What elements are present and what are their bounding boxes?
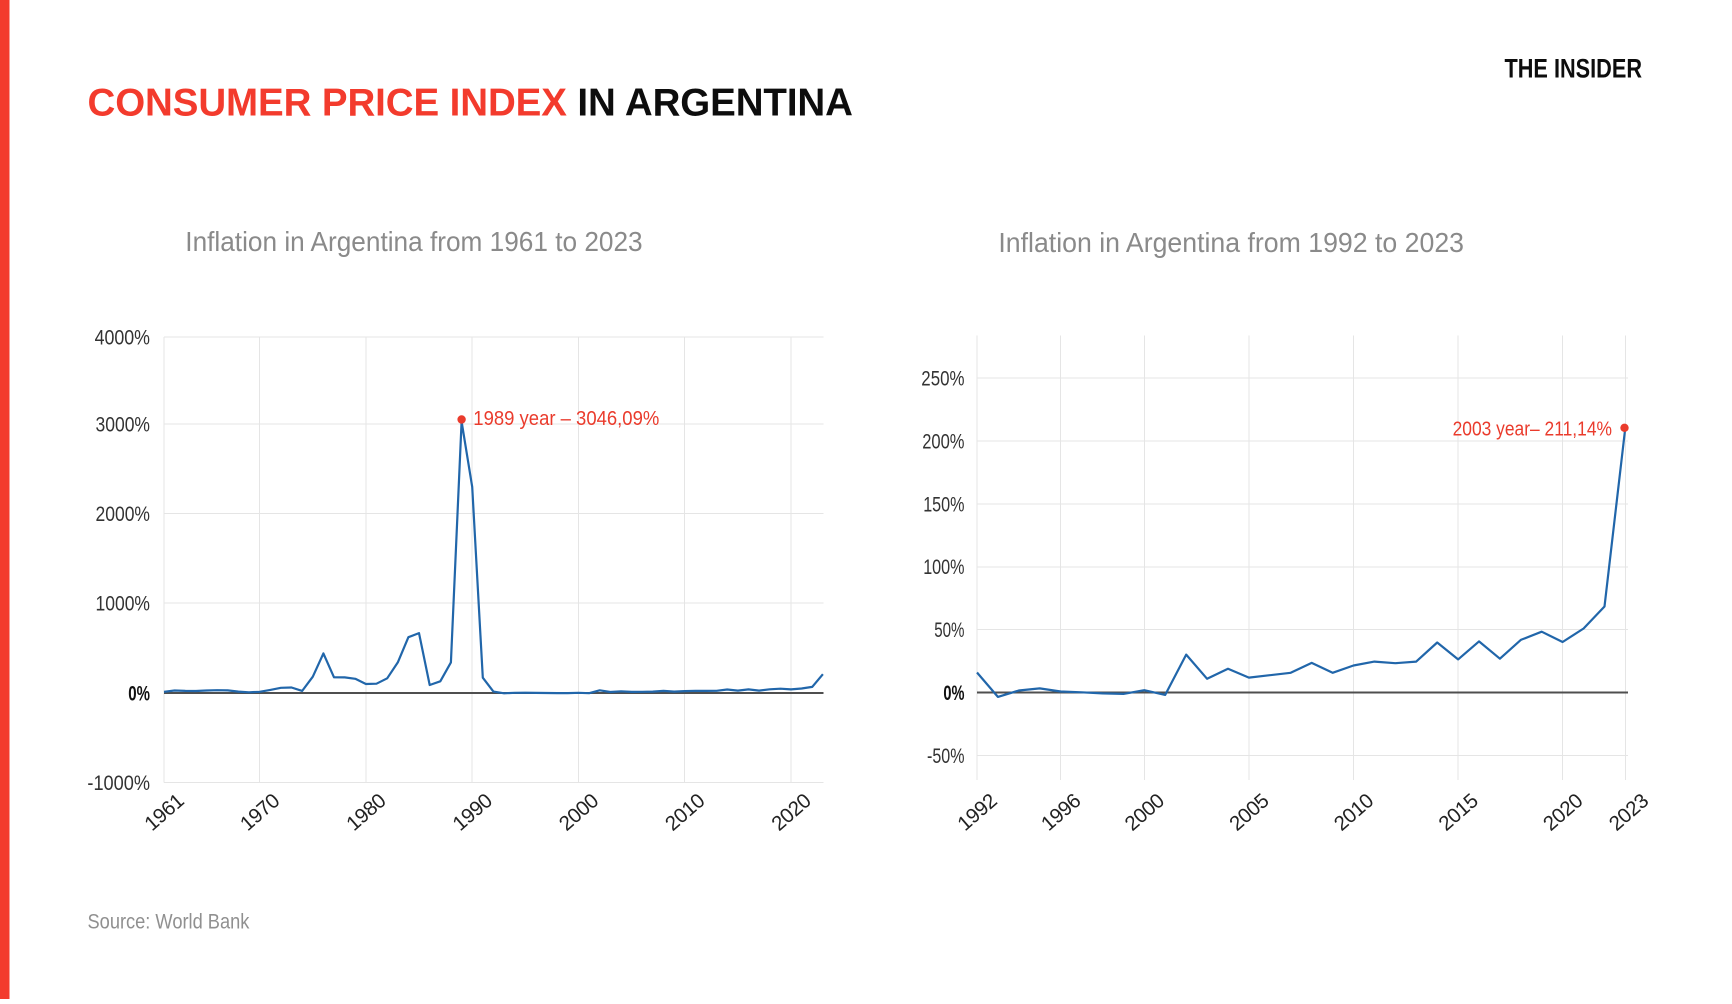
svg-text:150%: 150% [923,493,964,516]
svg-text:Inflation in Argentina from 19: Inflation in Argentina from 1992 to 2023 [998,227,1464,258]
svg-text:1989 year – 3046,09%: 1989 year – 3046,09% [473,407,659,430]
svg-text:-1000%: -1000% [87,772,150,795]
svg-text:100%: 100% [923,556,964,579]
svg-text:1000%: 1000% [96,592,151,615]
svg-text:-50%: -50% [927,745,965,768]
svg-text:250%: 250% [921,368,964,391]
svg-text:2003 year– 211,14%: 2003 year– 211,14% [1453,417,1612,440]
svg-text:Inflation in Argentina from 19: Inflation in Argentina from 1961 to 2023 [185,226,642,257]
svg-text:50%: 50% [934,619,964,642]
svg-text:200%: 200% [922,430,964,453]
svg-text:CONSUMER PRICE INDEX IN ARGENT: CONSUMER PRICE INDEX IN ARGENTINA [88,82,853,125]
svg-text:0%: 0% [128,682,150,705]
svg-text:THE INSIDER: THE INSIDER [1505,53,1643,83]
svg-text:3000%: 3000% [96,413,151,436]
svg-text:4000%: 4000% [95,326,150,349]
svg-text:0%: 0% [943,682,964,705]
svg-text:2000%: 2000% [96,503,151,526]
svg-text:Source: World Bank: Source: World Bank [88,910,250,933]
